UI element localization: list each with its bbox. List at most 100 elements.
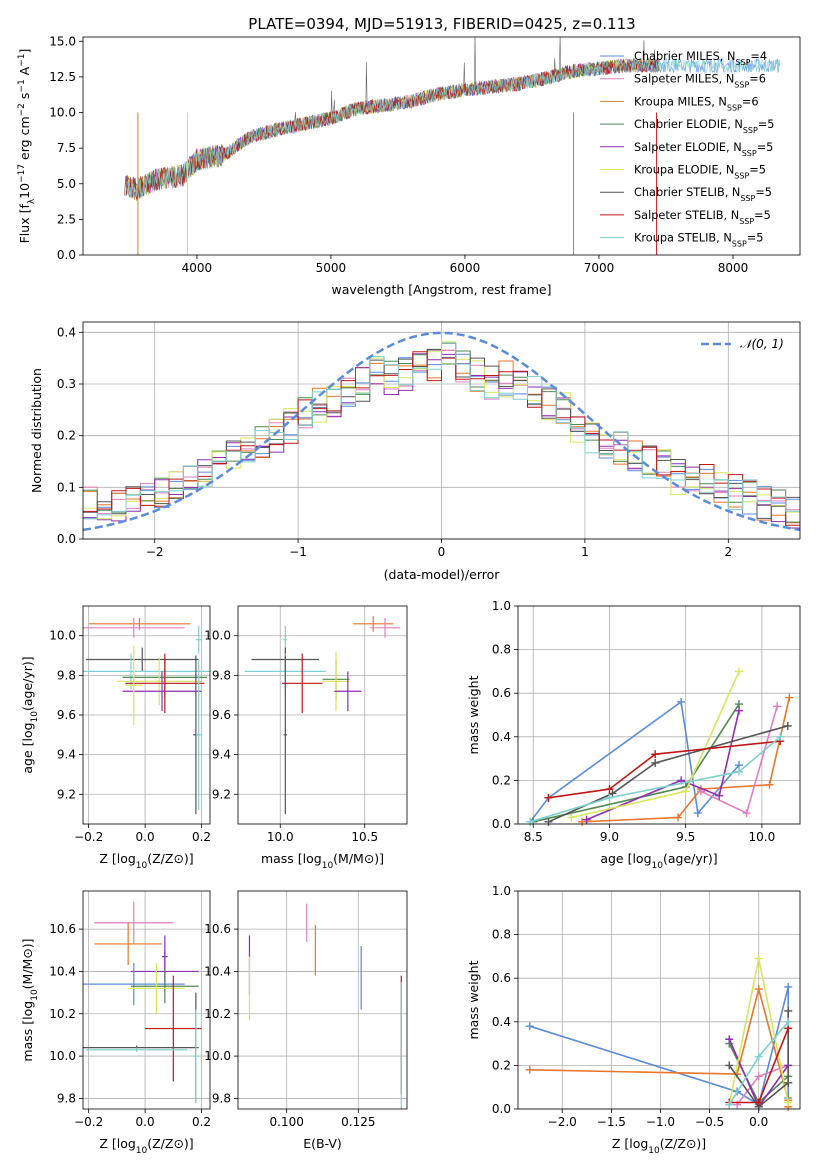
weight-marker (784, 1098, 793, 1107)
y-tick-label: 9.2 (57, 787, 76, 801)
axes-frame (82, 321, 801, 540)
mass-vs-ebv-panel: 0.100 0.125 9.8 10.0 10.2 10.4 10.6 E(B-V) (204, 890, 408, 1151)
y-tick-label: 9.8 (57, 1091, 76, 1105)
weight-marker (582, 815, 591, 824)
x-tick-label: 5000 (316, 261, 347, 275)
weight-series (586, 710, 740, 821)
weight-marker (608, 789, 617, 798)
weight-series (728, 1010, 789, 1108)
weight-marker (754, 985, 763, 994)
y-tick-label: 0.8 (492, 643, 511, 657)
weight-marker (784, 1078, 793, 1087)
y-tick-label: 9.2 (212, 787, 231, 801)
x-tick-label: 10.0 (749, 830, 776, 844)
axes-frame (82, 890, 211, 1110)
weight-marker (754, 1098, 763, 1107)
legend-label: 𝒩(0, 1) (740, 337, 784, 351)
weight-marker (725, 1035, 734, 1044)
y-tick-label: 0.8 (492, 928, 511, 942)
y-tick-label: 10.6 (49, 922, 76, 936)
weight-marker (725, 1061, 734, 1070)
weight-series (700, 706, 778, 815)
x-tick-label: −1 (289, 545, 307, 559)
y-tick-label: 1.0 (492, 884, 511, 898)
x-tick-label: 0.2 (192, 1115, 211, 1129)
weight-marker (525, 1065, 534, 1074)
y-tick-label: 10.6 (204, 922, 231, 936)
x-tick-label: 0.0 (136, 1115, 155, 1129)
weight-marker (651, 758, 660, 767)
weight-marker (784, 1017, 793, 1026)
y-tick-label: 10.0 (49, 629, 76, 643)
age-vs-Z-panel: −0.2 0.0 0.2 9.2 9.4 9.6 9.8 10.0 Z [log10(Z/Z⊙)… (20, 605, 211, 871)
y-tick-label: 10.2 (49, 1007, 76, 1021)
x-axis-label: Z [log10(Z/Z⊙)] (99, 1136, 193, 1156)
legend-label: Kroupa MILES, NSSP=6 (634, 95, 759, 112)
weight-vs-age-panel: 8.5 9.0 9.5 10.0 0.0 0.2 0.4 0.6 0.8 1.0 age [log1… (466, 599, 801, 871)
axes-frame (237, 605, 408, 825)
y-tick-label: 10.4 (49, 964, 76, 978)
spectrum-line (125, 57, 660, 201)
x-axis-label: Z [log10(Z/Z⊙)] (99, 851, 193, 871)
x-tick-label: 0.0 (749, 1115, 768, 1129)
x-tick-label: 6000 (450, 261, 481, 275)
y-tick-label: 7.5 (57, 141, 76, 155)
y-axis-label: age [log10(age/yr)] (20, 656, 40, 773)
weight-marker (785, 693, 794, 702)
weight-marker (776, 732, 785, 741)
weight-marker (693, 809, 702, 818)
histogram-series (83, 342, 800, 520)
x-tick-label: −1.0 (646, 1115, 675, 1129)
residuals-panel: −2 −1 0 1 2 0.0 0.1 0.2 0.3 0.4 𝒩(0, 1) (data-model… (29, 321, 801, 582)
weight-marker (674, 813, 683, 822)
y-tick-label: 1.0 (492, 599, 511, 613)
y-tick-label: 0.0 (57, 532, 76, 546)
x-tick-label: 1 (581, 545, 589, 559)
weight-marker (783, 721, 792, 730)
weight-marker (567, 813, 576, 822)
y-tick-label: 0.3 (57, 377, 76, 391)
x-tick-label: 9.0 (600, 830, 619, 844)
weight-marker (725, 1100, 734, 1109)
legend-label: Chabrier MILES, NSSP=4 (634, 50, 767, 67)
histogram-series (83, 341, 800, 520)
y-tick-label: 0.4 (492, 1015, 511, 1029)
y-tick-label: 0.1 (57, 480, 76, 494)
x-tick-label: 0.125 (341, 1115, 375, 1129)
y-tick-label: 0.0 (492, 1102, 511, 1116)
spectrum-line (125, 58, 660, 200)
axes-frame (517, 890, 801, 1110)
y-tick-label: 2.5 (57, 212, 76, 226)
figure-title: PLATE=0394, MJD=51913, FIBERID=0425, z=0… (248, 15, 635, 33)
y-tick-label: 9.4 (57, 748, 76, 762)
y-axis-label: mass weight (466, 960, 481, 1039)
spectrum-line (125, 57, 660, 199)
weight-vs-Z-panel: −2.0 −1.5 −1.0 −0.5 0.0 0.0 0.2 0.4 0.6 0.8 1.0 Z [… (466, 884, 801, 1156)
x-axis-label: age [log10(age/yr)] (600, 851, 717, 871)
mass-vs-Z-panel: −0.2 0.0 0.2 9.8 10.0 10.2 10.4 10.6 Z [log10(Z/… (20, 890, 211, 1156)
spectrum-line (125, 58, 781, 199)
weight-marker (578, 817, 587, 826)
x-tick-label: 10.0 (267, 830, 294, 844)
weight-series (548, 740, 781, 799)
weight-marker (544, 793, 553, 802)
age-vs-mass-panel: 10.0 10.5 9.2 9.4 9.6 9.8 10.0 mass [log10(M/M⊙… (204, 605, 408, 871)
normal-curve (82, 331, 801, 532)
y-tick-label: 9.8 (57, 668, 76, 682)
weight-marker (651, 750, 660, 759)
x-tick-label: 0.0 (136, 830, 155, 844)
legend-label: Kroupa ELODIE, NSSP=5 (634, 164, 766, 181)
x-tick-label: 4000 (182, 261, 213, 275)
weight-marker (735, 767, 744, 776)
weight-marker (525, 1022, 534, 1031)
x-tick-label: 0.100 (270, 1115, 304, 1129)
spectrum-line (125, 58, 660, 198)
y-tick-label: 15.0 (49, 34, 76, 48)
y-axis-label: Flux [fλ10−17 erg cm−2 s−1 A−1] (17, 49, 37, 244)
x-tick-label: 9.5 (676, 830, 695, 844)
y-tick-label: 5.0 (57, 177, 76, 191)
weight-marker (526, 817, 535, 826)
weight-series (529, 736, 781, 823)
weight-marker (544, 817, 553, 826)
